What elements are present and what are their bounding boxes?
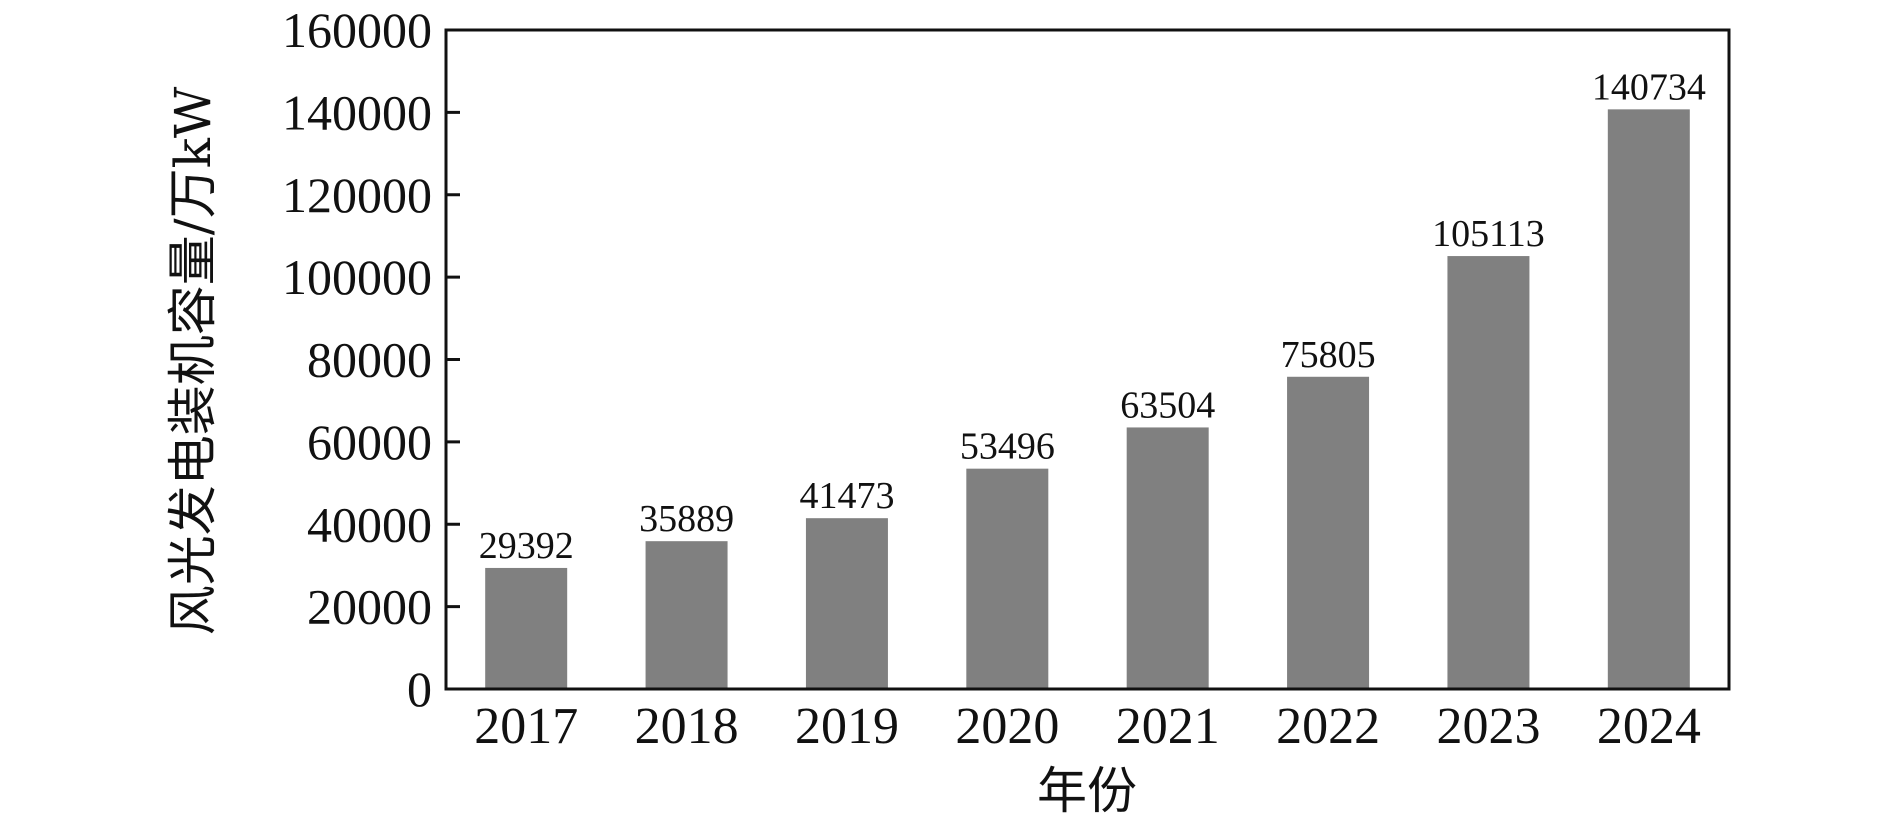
bar [805,518,888,689]
y-tick-label: 140000 [282,84,432,140]
x-category-label: 2017 [474,698,578,755]
bar-value-label: 75805 [1281,334,1376,376]
y-tick-label: 20000 [307,579,432,635]
bar [485,567,568,689]
bar [1126,427,1209,689]
y-ticks-layer: 0 20000 40000 60000 80000 100000 120000 140000 1… [282,2,460,717]
bar-value-label: 29392 [479,525,574,567]
y-tick-label: 80000 [307,332,432,388]
y-tick-label: 0 [407,661,432,717]
y-tick-label: 40000 [307,496,432,552]
bar-value-label: 105113 [1432,213,1545,255]
y-tick-label: 60000 [307,414,432,470]
x-category-label: 2021 [1116,698,1220,755]
y-axis-title: 风光发电装机容量/万kW [164,86,222,635]
x-category-label: 2018 [635,698,739,755]
plot-frame [444,28,1731,691]
x-category-label: 2022 [1276,698,1380,755]
bars-layer [485,109,1690,690]
bar [1607,109,1690,690]
bar [966,468,1049,689]
y-tick-label: 160000 [282,2,432,58]
bar [645,541,728,689]
x-category-label: 2020 [955,698,1059,755]
bar-value-label: 63504 [1120,384,1215,426]
bar-value-label: 140734 [1592,66,1706,108]
data-labels-layer: 29392 35889 41473 53496 63504 75805 105113 1407… [479,66,1706,567]
bar [1447,256,1530,689]
x-categories-layer: 2017 2018 2019 2020 2021 2022 2023 2024 [474,698,1701,755]
bar [1287,376,1370,689]
bar-value-label: 53496 [960,426,1055,468]
y-tick-label: 100000 [282,249,432,305]
x-category-label: 2019 [795,698,899,755]
y-tick-label: 120000 [282,167,432,223]
bar-value-label: 35889 [639,498,734,540]
x-category-label: 2024 [1597,698,1701,755]
bar-value-label: 41473 [799,475,894,517]
x-axis-title: 年份 [1037,762,1137,820]
x-category-label: 2023 [1436,698,1540,755]
